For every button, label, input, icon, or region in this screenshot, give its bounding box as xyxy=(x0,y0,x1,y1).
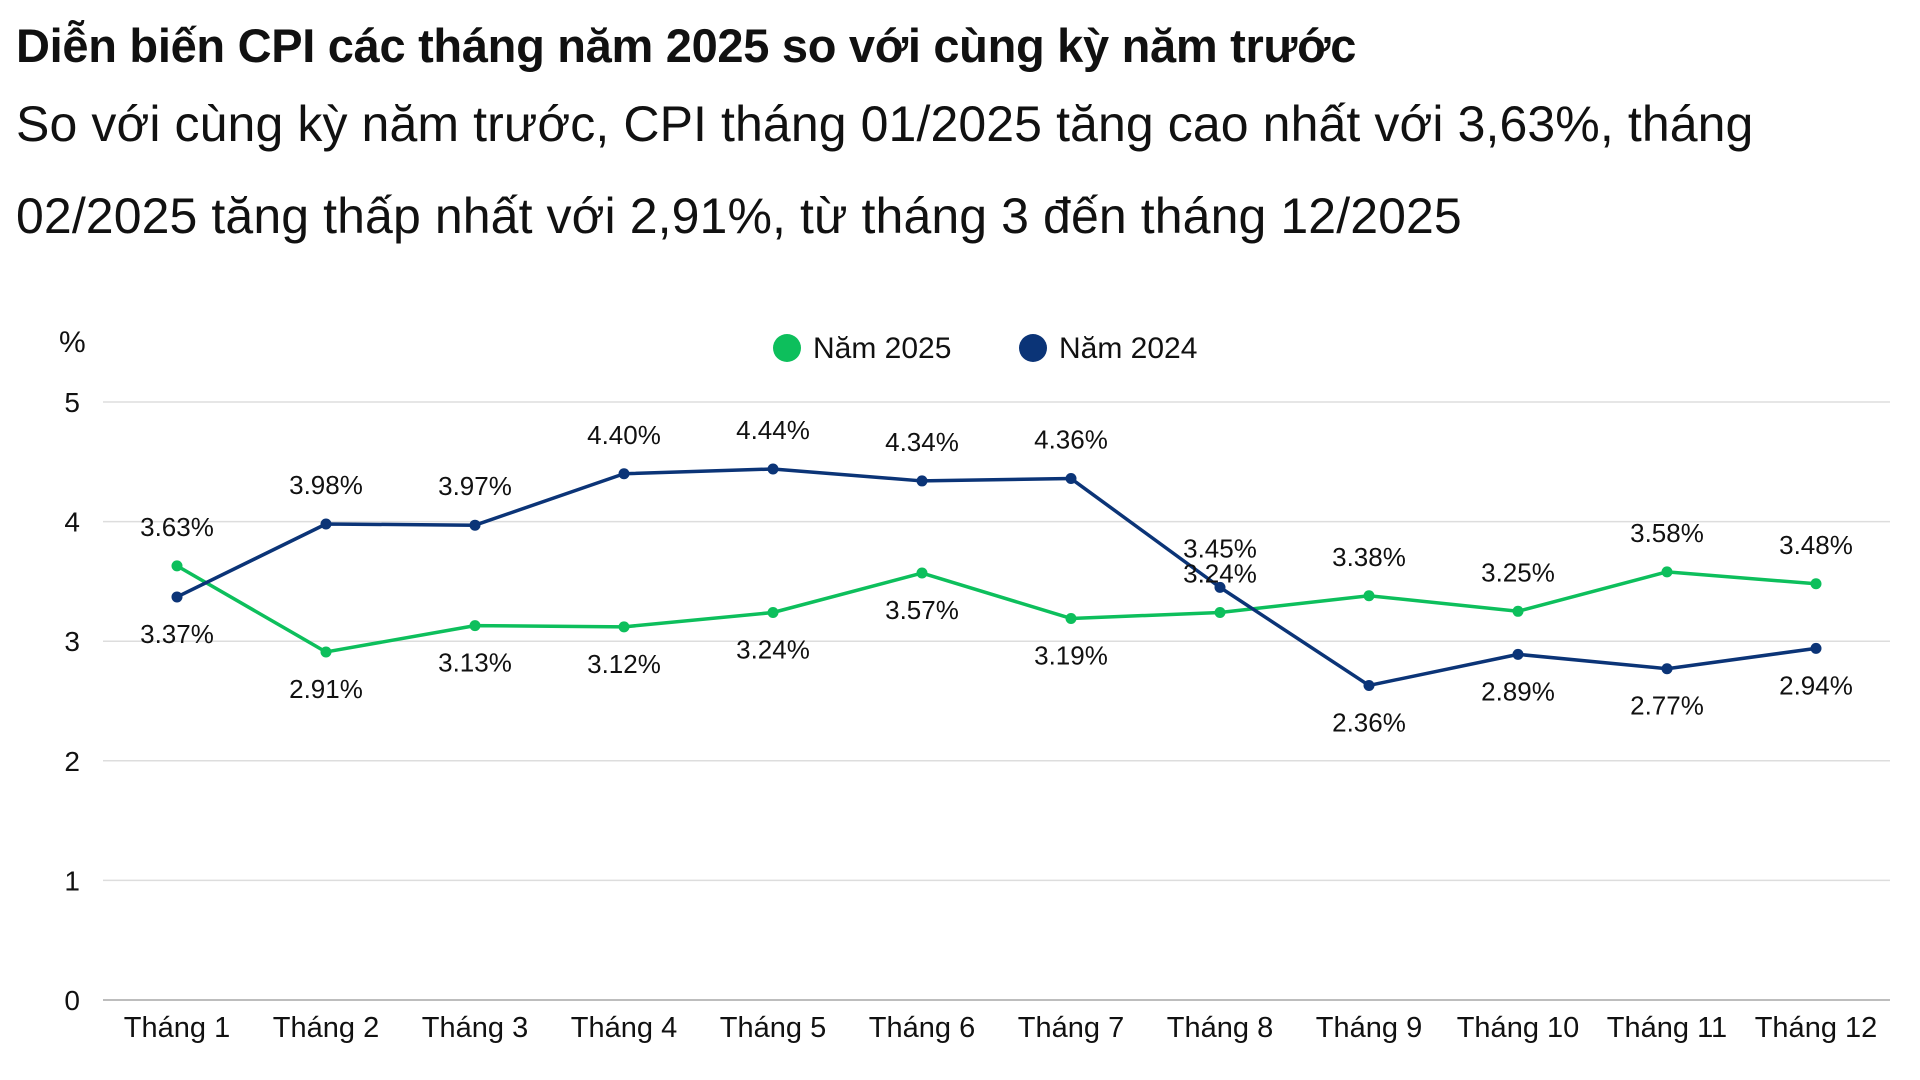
x-tick-label: Tháng 6 xyxy=(869,1012,975,1044)
x-tick-label: Tháng 3 xyxy=(422,1012,528,1044)
legend-marker-icon xyxy=(1019,334,1047,362)
x-tick-label: Tháng 12 xyxy=(1755,1012,1878,1044)
data-point xyxy=(1661,663,1673,675)
data-label: 2.89% xyxy=(1481,676,1555,706)
data-point xyxy=(1810,578,1822,590)
data-label: 3.98% xyxy=(289,470,363,500)
x-tick-label: Tháng 8 xyxy=(1167,1012,1273,1044)
x-tick-label: Tháng 5 xyxy=(720,1012,826,1044)
y-tick-label: 2 xyxy=(64,746,80,777)
y-tick-label: 3 xyxy=(64,626,80,657)
data-point xyxy=(1363,590,1375,602)
y-tick-label: 5 xyxy=(64,387,80,418)
data-label: 3.58% xyxy=(1630,518,1704,548)
data-point xyxy=(618,468,630,480)
data-label: 3.48% xyxy=(1779,530,1853,560)
data-label: 3.63% xyxy=(140,512,214,542)
legend-label: Năm 2024 xyxy=(1059,332,1197,365)
data-label: 3.38% xyxy=(1332,542,1406,572)
data-point xyxy=(916,475,928,487)
data-label: 3.37% xyxy=(140,619,214,649)
data-label: 3.12% xyxy=(587,649,661,679)
data-point xyxy=(1065,612,1077,624)
x-tick-label: Tháng 2 xyxy=(273,1012,379,1044)
data-label: 2.36% xyxy=(1332,707,1406,737)
chart-header: Diễn biến CPI các tháng năm 2025 so với … xyxy=(16,14,1906,262)
data-point xyxy=(1810,642,1822,654)
data-point xyxy=(320,518,332,530)
data-label: 3.57% xyxy=(885,595,959,625)
data-label: 3.24% xyxy=(1183,558,1257,588)
data-point xyxy=(1065,473,1077,485)
legend: Năm 2025 Năm 2024 xyxy=(773,332,1197,365)
data-label: 2.77% xyxy=(1630,691,1704,721)
chart-title: Diễn biến CPI các tháng năm 2025 so với … xyxy=(16,19,1357,72)
y-tick-label: 1 xyxy=(64,865,80,896)
data-point xyxy=(767,606,779,618)
legend-item: Năm 2025 xyxy=(773,332,951,365)
data-point xyxy=(1512,605,1524,617)
legend-label: Năm 2025 xyxy=(813,332,951,365)
x-tick-label: Tháng 1 xyxy=(124,1012,230,1044)
data-point xyxy=(767,463,779,475)
x-tick-label: Tháng 11 xyxy=(1607,1012,1727,1044)
gridlines xyxy=(103,401,1890,1001)
data-label: 3.25% xyxy=(1481,557,1555,587)
data-point xyxy=(469,620,481,632)
data-label: 3.45% xyxy=(1183,533,1257,563)
data-label: 3.19% xyxy=(1034,640,1108,670)
data-point xyxy=(1214,581,1226,593)
data-point xyxy=(618,621,630,633)
data-point xyxy=(916,567,928,579)
x-tick-label: Tháng 9 xyxy=(1316,1012,1422,1044)
data-label: 2.91% xyxy=(289,674,363,704)
x-tick-label: Tháng 4 xyxy=(571,1012,677,1044)
data-label: 4.40% xyxy=(587,420,661,450)
y-tick-label: 4 xyxy=(64,507,80,538)
x-tick-label: Tháng 10 xyxy=(1457,1012,1580,1044)
series-line xyxy=(175,564,1818,654)
data-point xyxy=(469,519,481,531)
y-tick-label: 0 xyxy=(64,985,80,1016)
data-point xyxy=(1661,566,1673,578)
data-point xyxy=(320,646,332,658)
legend-item: Năm 2024 xyxy=(1019,332,1197,365)
y-axis-unit-label: % xyxy=(59,326,86,359)
data-labels: 3.63% 2.91% 3.13% 3.12% 3.24% 3.57% 3.19% 3.24%… xyxy=(140,415,1853,737)
x-tick-label: Tháng 7 xyxy=(1018,1012,1124,1044)
data-label: 3.97% xyxy=(438,471,512,501)
series xyxy=(171,463,1822,691)
series-line xyxy=(175,467,1818,688)
data-point xyxy=(1363,679,1375,691)
data-point xyxy=(171,560,183,572)
cpi-line-chart: 0 1 2 3 4 5% Tháng 1 Tháng 2 Tháng 3 Tháng 4 Tháng… xyxy=(59,326,1890,1044)
data-point xyxy=(171,591,183,603)
data-label: 4.44% xyxy=(736,415,810,445)
data-label: 3.13% xyxy=(438,648,512,678)
legend-marker-icon xyxy=(773,334,801,362)
data-point xyxy=(1512,648,1524,660)
data-label: 4.36% xyxy=(1034,425,1108,455)
data-label: 3.24% xyxy=(736,634,810,664)
axes: 0 1 2 3 4 5% Tháng 1 Tháng 2 Tháng 3 Tháng 4 Tháng… xyxy=(59,326,1877,1044)
data-label: 4.34% xyxy=(885,427,959,457)
data-point xyxy=(1214,606,1226,618)
chart-subtitle: So với cùng kỳ năm trước, CPI tháng 01/2… xyxy=(16,96,1754,244)
data-label: 2.94% xyxy=(1779,670,1853,700)
